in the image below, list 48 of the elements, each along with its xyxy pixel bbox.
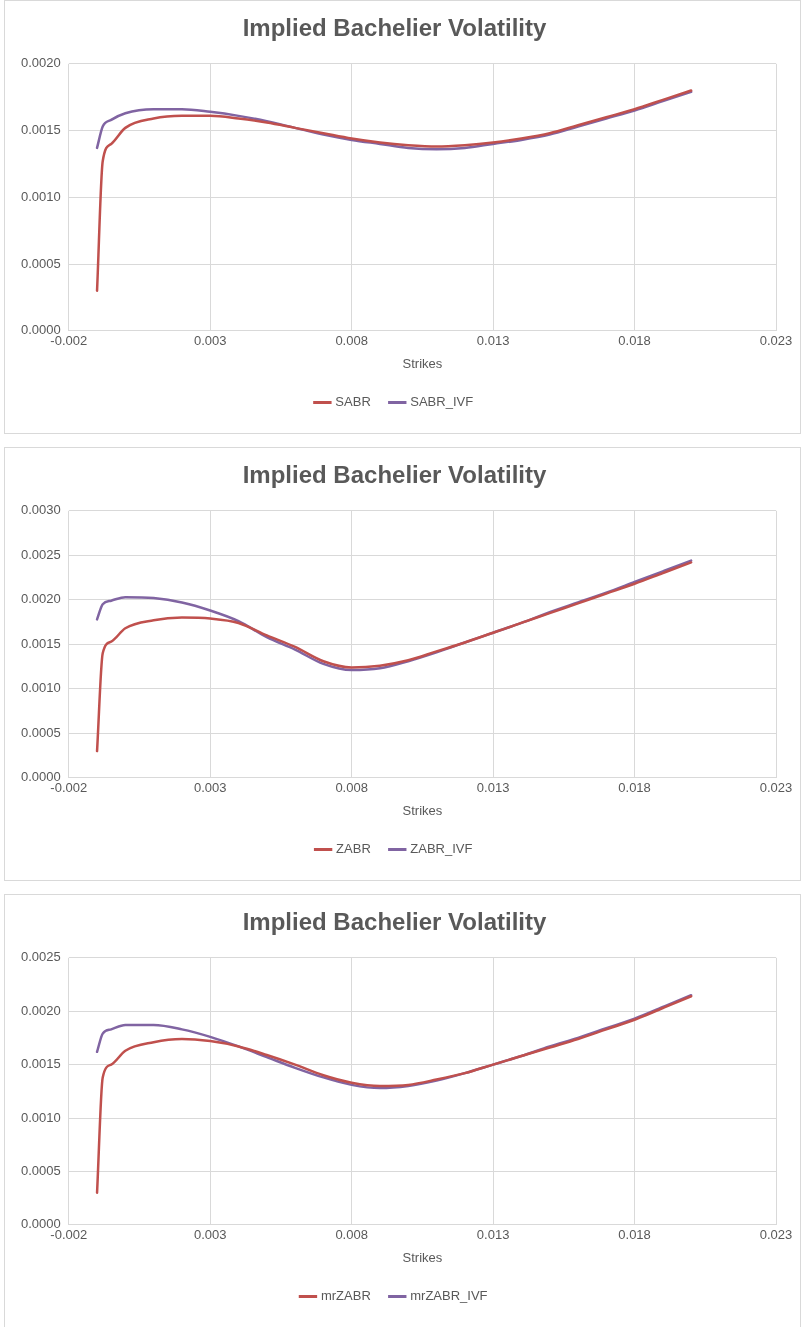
y-tick-label: 0.0005: [21, 724, 61, 740]
line-series: [95, 561, 693, 753]
legend-label: mrZABR: [320, 1288, 371, 1304]
x-tick-label: 0.023: [759, 1227, 793, 1243]
y-tick-label: 0.0020: [21, 55, 61, 71]
y-tick-label: 0.0020: [21, 591, 61, 607]
x-axis-title: Strikes: [402, 355, 443, 371]
y-tick-label: 0.0010: [21, 680, 61, 696]
x-tick-label: -0.002: [50, 780, 88, 796]
x-tick-label: 0.018: [618, 333, 651, 349]
chart-title: Implied Bachelier Volatility: [242, 908, 547, 936]
line-series: [95, 995, 693, 1195]
legend-label: ZABR_IVF: [410, 841, 473, 857]
y-tick-label: 0.0025: [21, 949, 61, 965]
x-tick-label: 0.013: [476, 333, 510, 349]
line-series: [95, 89, 693, 292]
y-tick-label: 0.0005: [21, 1162, 61, 1178]
x-tick-label: 0.008: [335, 333, 368, 349]
x-tick-label: 0.003: [193, 333, 227, 349]
x-tick-label: 0.003: [193, 780, 227, 796]
y-tick-label: 0.0005: [21, 255, 61, 271]
y-tick-label: 0.0020: [21, 1002, 61, 1018]
x-axis-title: Strikes: [402, 1249, 443, 1265]
y-tick-label: 0.0010: [21, 188, 61, 204]
legend-label: SABR: [335, 394, 371, 410]
chart-title: Implied Bachelier Volatility: [242, 461, 547, 489]
x-tick-label: 0.013: [476, 780, 510, 796]
y-tick-label: 0.0030: [21, 502, 61, 518]
x-tick-label: 0.008: [335, 1227, 368, 1243]
legend-label: mrZABR_IVF: [410, 1288, 488, 1304]
x-tick-label: 0.008: [335, 780, 368, 796]
x-tick-label: 0.003: [193, 1227, 227, 1243]
x-tick-label: 0.023: [759, 780, 793, 796]
x-tick-label: 0.018: [618, 1227, 651, 1243]
legend-label: SABR_IVF: [410, 394, 474, 410]
x-tick-label: -0.002: [50, 333, 88, 349]
x-tick-label: 0.023: [759, 333, 793, 349]
y-tick-label: 0.0015: [21, 1056, 61, 1072]
x-axis-title: Strikes: [402, 802, 443, 818]
x-tick-label: -0.002: [50, 1227, 88, 1243]
legend-label: ZABR: [336, 841, 371, 857]
chart-title: Implied Bachelier Volatility: [242, 14, 547, 42]
y-tick-label: 0.0015: [21, 635, 61, 651]
x-tick-label: 0.018: [618, 780, 651, 796]
y-tick-label: 0.0010: [21, 1109, 61, 1125]
y-tick-label: 0.0025: [21, 546, 61, 562]
x-tick-label: 0.013: [476, 1227, 510, 1243]
y-tick-label: 0.0015: [21, 122, 61, 138]
